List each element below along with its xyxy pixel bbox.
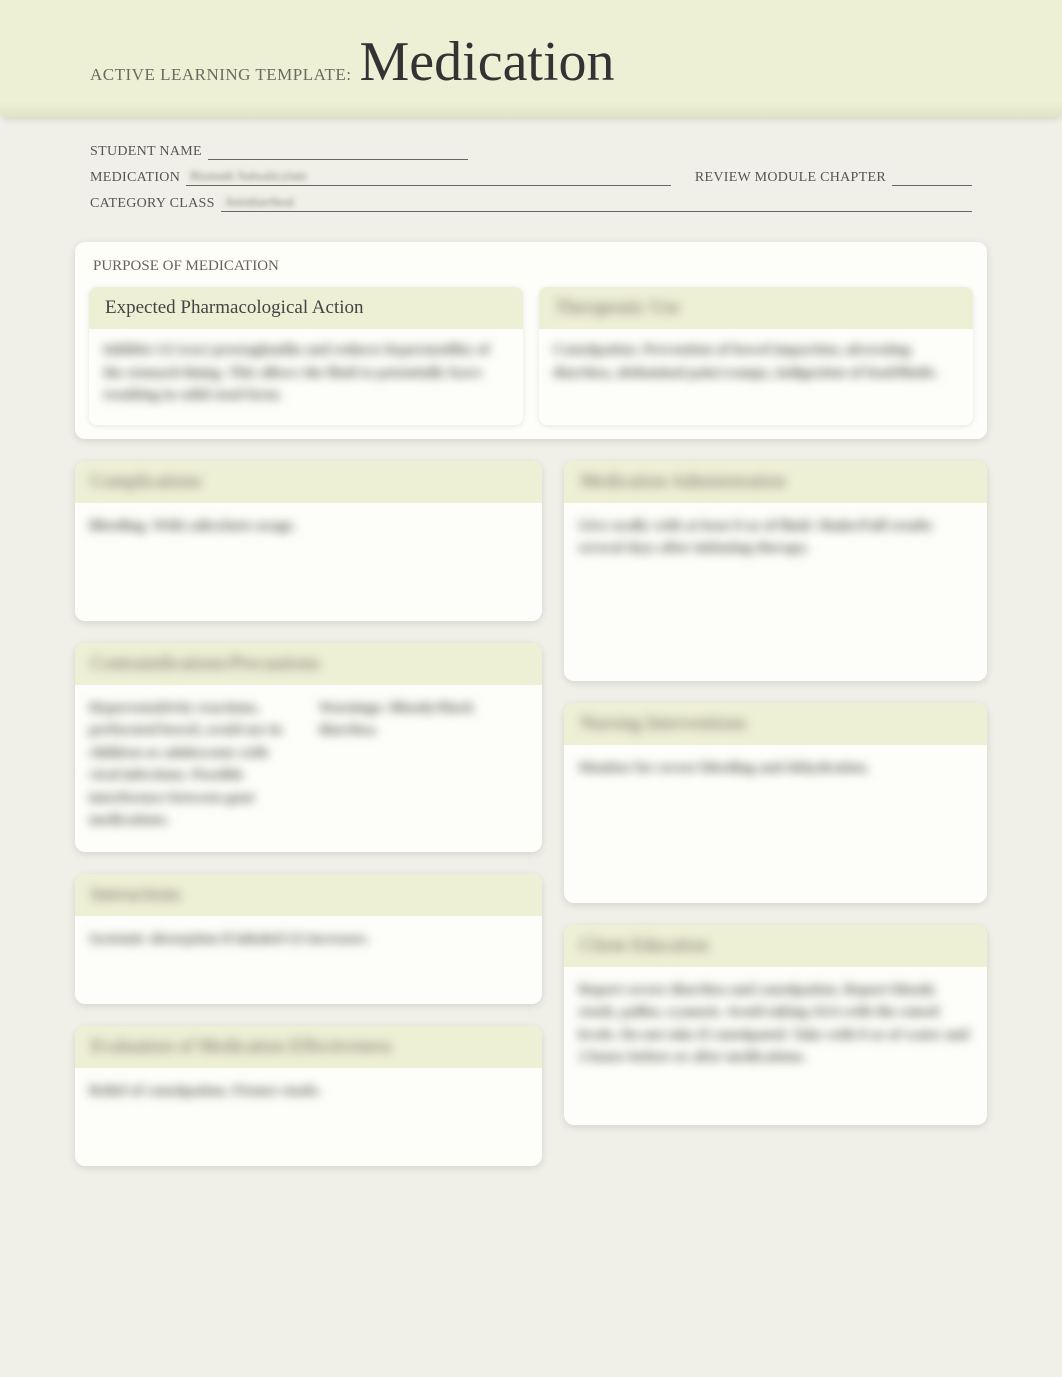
contraindications-title: Contraindications/Precautions — [91, 653, 320, 674]
therapeutic-use-body: Constipation. Prevention of bowel impact… — [553, 339, 959, 384]
medication-label: MEDICATION — [90, 170, 180, 186]
complications-title: Complications — [91, 471, 202, 492]
expected-action-card: Expected Pharmacological Action Inhibits… — [89, 287, 523, 425]
student-name-field[interactable] — [208, 144, 468, 160]
nursing-interventions-card: Nursing Interventions Monitor for severe… — [564, 703, 987, 903]
client-education-title: Client Education — [580, 935, 708, 956]
administration-body: Give orally with at least 8 oz of fluid.… — [578, 515, 973, 560]
medication-field[interactable]: Bismuth Subsalicylate — [186, 170, 671, 186]
medication-value: Bismuth Subsalicylate — [190, 168, 307, 184]
client-education-card: Client Education Report severe diarrhea … — [564, 925, 987, 1125]
nursing-interventions-title: Nursing Interventions — [580, 713, 746, 734]
template-title: Medication — [360, 30, 615, 94]
expected-action-body: Inhibits GI tract prostaglandin and redu… — [103, 339, 509, 407]
evaluation-card: Evaluation of Medication Effectiveness R… — [75, 1026, 542, 1166]
therapeutic-use-card: Therapeutic Use Constipation. Prevention… — [539, 287, 973, 425]
interactions-card: Interactions Systemic absorption if inha… — [75, 874, 542, 1004]
header-band: ACTIVE LEARNING TEMPLATE: Medication — [0, 0, 1062, 119]
meta-section: STUDENT NAME MEDICATION Bismuth Subsalic… — [0, 119, 1062, 232]
template-prefix: ACTIVE LEARNING TEMPLATE: — [90, 65, 352, 85]
contraindications-body-right: Warnings: Bloody/black diarrhea. — [319, 697, 529, 832]
complications-body: Bleeding. With salicylates usage. — [89, 515, 528, 538]
therapeutic-use-title: Therapeutic Use — [555, 297, 680, 318]
evaluation-body: Relief of constipation. Firmer stools. — [89, 1080, 528, 1103]
complications-card: Complications Bleeding. With salicylates… — [75, 461, 542, 621]
interactions-body: Systemic absorption if inhaled GI increa… — [89, 928, 528, 951]
category-class-label: CATEGORY CLASS — [90, 196, 215, 212]
evaluation-title: Evaluation of Medication Effectiveness — [91, 1036, 392, 1057]
contraindications-body-left: Hypersensitivity reactions, perforated b… — [89, 697, 299, 832]
review-chapter-label: REVIEW MODULE CHAPTER — [695, 170, 886, 186]
review-chapter-field[interactable] — [892, 170, 972, 186]
purpose-panel: PURPOSE OF MEDICATION Expected Pharmacol… — [75, 242, 987, 439]
nursing-interventions-body: Monitor for severe bleeding and dehydrat… — [578, 757, 973, 780]
administration-title: Medication Administration — [580, 471, 785, 492]
purpose-label: PURPOSE OF MEDICATION — [89, 256, 973, 277]
student-name-label: STUDENT NAME — [90, 144, 202, 160]
category-class-value: Antidiarrheal — [225, 194, 294, 210]
expected-action-title: Expected Pharmacological Action — [105, 297, 364, 318]
administration-card: Medication Administration Give orally wi… — [564, 461, 987, 681]
category-class-field[interactable]: Antidiarrheal — [221, 196, 972, 212]
client-education-body: Report severe diarrhea and constipation.… — [578, 979, 973, 1069]
interactions-title: Interactions — [91, 884, 181, 905]
contraindications-card: Contraindications/Precautions Hypersensi… — [75, 643, 542, 852]
